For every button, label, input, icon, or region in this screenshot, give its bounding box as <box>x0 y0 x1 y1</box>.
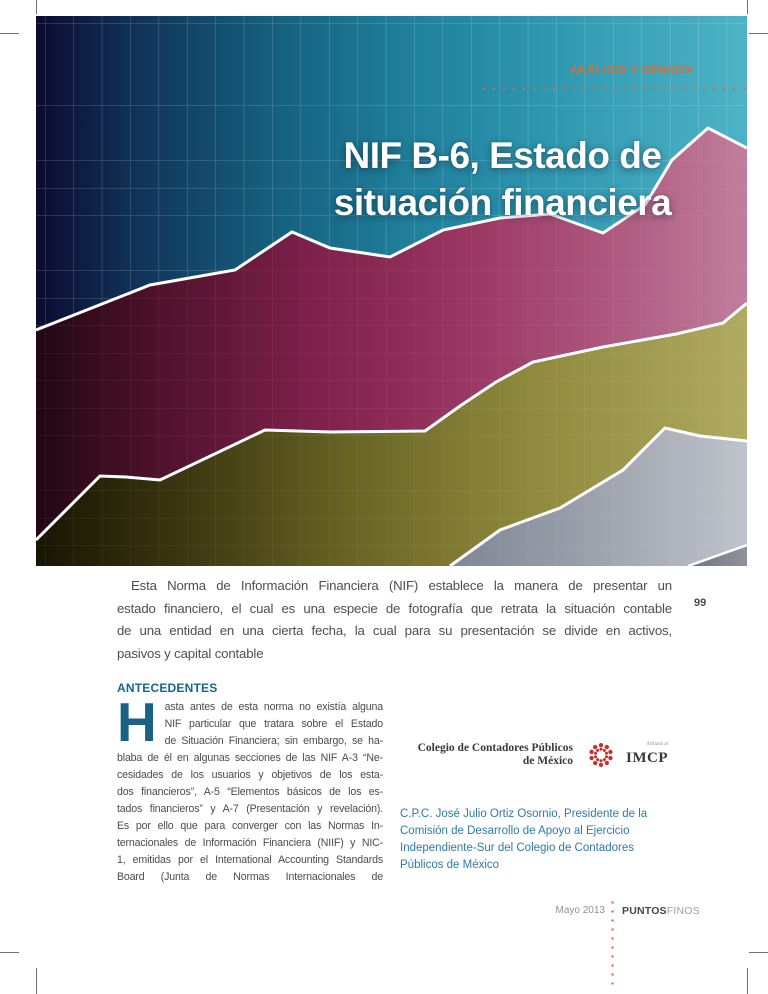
crop-mark-top-left-h <box>0 33 19 34</box>
body-line: tados financieros” y A-7 (Presentación y… <box>117 803 383 815</box>
magazine-brand: PUNTOSFINOS <box>622 905 700 917</box>
org-name: Colegio de Contadores Públicos de México <box>400 742 573 768</box>
imcp-logo: Afiliado al IMCP <box>626 741 668 767</box>
footer-date: Mayo 2013 <box>555 905 605 916</box>
body-line: de Situación Financiera; sin embargo, se… <box>164 735 384 747</box>
page-number: 99 <box>694 597 707 609</box>
brand-light: FINOS <box>666 905 700 917</box>
ccpm-starburst-icon <box>589 742 613 768</box>
org-name-line2: de México <box>522 755 573 767</box>
affiliation-logo-block: Colegio de Contadores Públicos de México… <box>400 732 668 778</box>
intro-line: pasivos y capital contable <box>117 645 264 661</box>
crop-mark-bottom-right-h <box>749 952 768 953</box>
footer-dotted-rule <box>611 898 614 990</box>
crop-mark-bottom-left-h <box>0 952 19 953</box>
body-line: cesidades de los usuarios y objetivos de… <box>117 769 383 781</box>
dotted-rule <box>479 87 746 91</box>
intro-line: estado financiero, el cual es una especi… <box>117 600 672 616</box>
brand-bold: PUNTOS <box>622 905 667 917</box>
author-line: C.P.C. José Julio Ortiz Osornio, Preside… <box>400 808 648 820</box>
body-line: NIF particular que tratara sobre el Esta… <box>164 718 384 730</box>
crop-mark-top-right-h <box>749 33 768 34</box>
intro-line: Esta Norma de Información Financiera (NI… <box>131 578 672 593</box>
hero-image: ANÁLISIS Y OPINIÓN NIF B-6, Estado de si… <box>36 16 747 566</box>
crop-mark-top-right-v <box>747 0 748 14</box>
body-line: 1, emitidas por el International Account… <box>117 854 383 866</box>
intro-line: de una entidad en una cierta fecha, la c… <box>117 623 672 639</box>
body-line: asta antes de esta norma no existía algu… <box>164 701 384 713</box>
stacked-area-illustration <box>36 16 747 566</box>
imcp-tagline: Afiliado al <box>646 741 668 747</box>
body-column-left: H asta antes de esta norma no existía al… <box>117 691 384 886</box>
article-title: NIF B-6, Estado de situación financiera <box>258 132 747 226</box>
crop-mark-bottom-right-v <box>747 968 748 994</box>
crop-mark-bottom-left-v <box>36 968 37 994</box>
crop-mark-top-left-v <box>36 0 37 14</box>
body-line: ternacionales de Información Financiera … <box>117 837 383 849</box>
body-line: Es por ello que para converger con las N… <box>117 820 383 832</box>
article-title-line2: situación financiera <box>333 182 672 223</box>
section-heading: ANTECEDENTES <box>117 681 218 695</box>
article-title-line1: NIF B-6, Estado de <box>343 135 662 176</box>
drop-cap: H <box>117 691 157 753</box>
section-rubric: ANÁLISIS Y OPINIÓN <box>569 65 693 77</box>
author-line: Públicos de México <box>400 859 500 871</box>
body-line: blaba de él en algunas secciones de las … <box>117 752 383 764</box>
author-line: Comisión de Desarrollo de Apoyo al Ejerc… <box>400 825 630 837</box>
org-name-line1: Colegio de Contadores Públicos <box>417 742 573 754</box>
author-line: Independiente-Sur del Colegio de Contado… <box>400 842 634 854</box>
imcp-wordmark: IMCP <box>626 749 668 766</box>
author-credit: C.P.C. José Julio Ortiz Osornio, Preside… <box>400 806 672 874</box>
intro-paragraph: Esta Norma de Información Financiera (NI… <box>117 575 672 665</box>
body-line: Board (Junta de Normas Internacionales d… <box>117 871 383 883</box>
body-line: dos financieros”, A-5 “Elementos básicos… <box>117 786 383 798</box>
